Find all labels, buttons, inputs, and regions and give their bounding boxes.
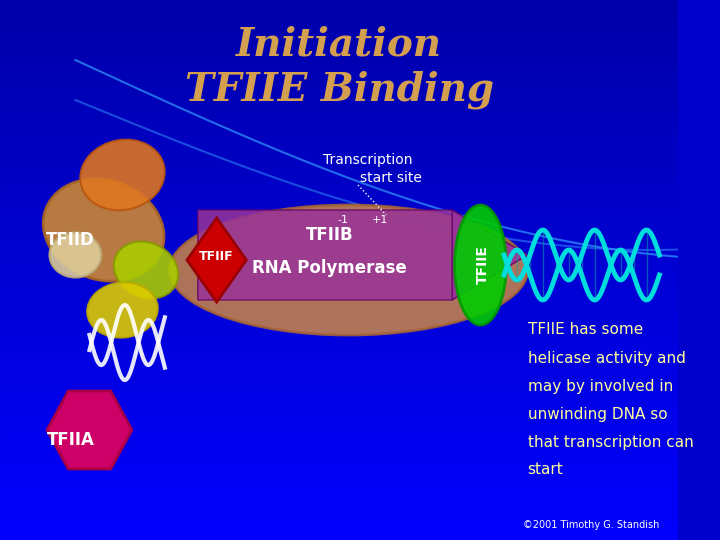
Bar	[0, 443, 678, 454]
Bar	[0, 248, 678, 259]
Bar	[0, 335, 678, 346]
Bar	[0, 356, 678, 367]
Bar	[0, 43, 678, 54]
Bar	[0, 238, 678, 248]
Ellipse shape	[87, 282, 158, 338]
Bar	[0, 0, 678, 11]
Bar	[0, 97, 678, 108]
Bar	[0, 151, 678, 162]
Text: TFIIE Binding: TFIIE Binding	[184, 71, 494, 109]
Bar	[0, 11, 678, 22]
Bar	[0, 497, 678, 508]
Bar	[0, 410, 678, 421]
Polygon shape	[187, 218, 246, 302]
Polygon shape	[452, 210, 528, 300]
Bar	[0, 400, 678, 410]
Bar	[0, 518, 678, 529]
Bar	[0, 486, 678, 497]
Bar	[0, 464, 678, 475]
Polygon shape	[198, 210, 499, 300]
Bar	[0, 216, 678, 227]
Bar	[0, 119, 678, 130]
Bar	[0, 205, 678, 216]
Text: start site: start site	[360, 171, 422, 185]
Bar	[0, 259, 678, 270]
Bar	[0, 292, 678, 302]
Text: TFIID: TFIID	[46, 231, 95, 249]
Bar	[0, 475, 678, 486]
Text: that transcription can: that transcription can	[528, 435, 693, 449]
Bar	[0, 140, 678, 151]
Bar	[0, 508, 678, 518]
Bar	[0, 54, 678, 65]
Bar	[0, 432, 678, 443]
Bar	[0, 76, 678, 86]
Text: TFIIF: TFIIF	[199, 249, 234, 262]
Bar	[0, 184, 678, 194]
Bar	[0, 529, 678, 540]
Text: helicase activity and: helicase activity and	[528, 350, 685, 366]
Text: TFIIB: TFIIB	[306, 226, 354, 244]
Ellipse shape	[114, 241, 179, 299]
Polygon shape	[47, 391, 132, 469]
Bar	[0, 108, 678, 119]
Bar	[0, 421, 678, 432]
Bar	[0, 162, 678, 173]
Text: TFIIE has some: TFIIE has some	[528, 322, 643, 338]
Text: Transcription: Transcription	[323, 153, 412, 167]
Text: -1: -1	[338, 215, 348, 225]
Bar	[0, 367, 678, 378]
Bar	[0, 227, 678, 238]
Bar	[0, 86, 678, 97]
Text: start: start	[528, 462, 563, 477]
Bar	[0, 389, 678, 400]
Text: TFIIE: TFIIE	[476, 246, 490, 285]
Bar	[0, 194, 678, 205]
Text: TFIIA: TFIIA	[47, 431, 94, 449]
Ellipse shape	[43, 179, 164, 281]
Bar	[0, 302, 678, 313]
Bar	[0, 324, 678, 335]
Text: may by involved in: may by involved in	[528, 379, 672, 394]
Text: +1: +1	[372, 215, 389, 225]
Bar	[0, 454, 678, 464]
Bar	[0, 173, 678, 184]
Ellipse shape	[81, 140, 165, 211]
Bar	[0, 22, 678, 32]
Bar	[0, 378, 678, 389]
Bar	[0, 32, 678, 43]
Text: ©2001 Timothy G. Standish: ©2001 Timothy G. Standish	[523, 520, 660, 530]
Bar	[0, 130, 678, 140]
Bar	[0, 313, 678, 324]
Bar	[0, 346, 678, 356]
Ellipse shape	[50, 233, 102, 278]
Text: Initiation: Initiation	[236, 26, 442, 64]
Ellipse shape	[454, 205, 506, 325]
Text: unwinding DNA so: unwinding DNA so	[528, 407, 667, 422]
Text: RNA Polymerase: RNA Polymerase	[252, 259, 407, 277]
Bar	[0, 65, 678, 76]
Bar	[0, 281, 678, 292]
Ellipse shape	[170, 205, 528, 335]
Bar	[0, 270, 678, 281]
